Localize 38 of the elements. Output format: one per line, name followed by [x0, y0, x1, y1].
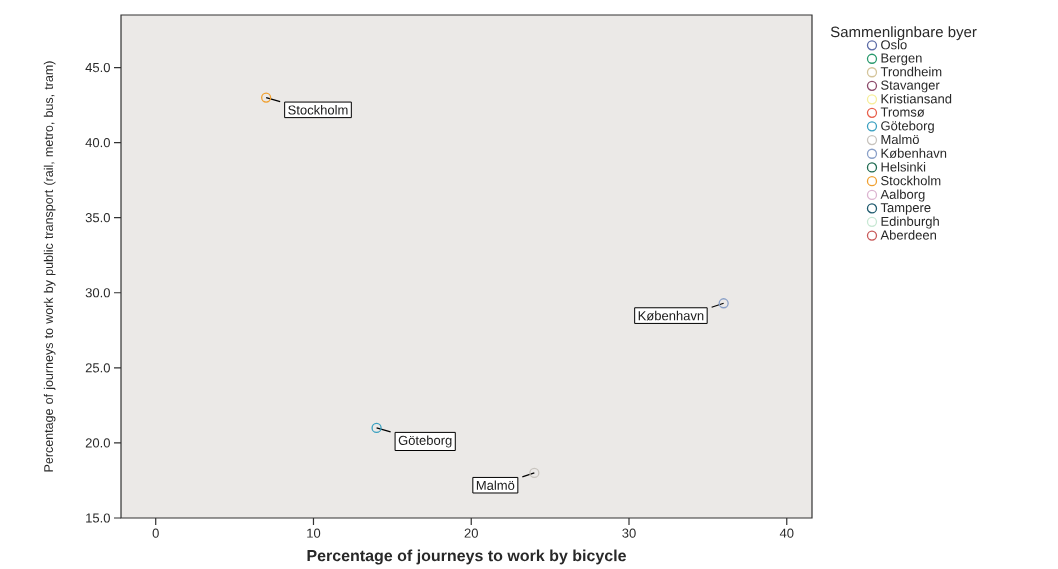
y-tick-label: 20.0 [85, 438, 110, 448]
point [371, 422, 382, 434]
x-tick-label: 10 [307, 528, 321, 538]
legend-label: Aberdeen [880, 230, 936, 240]
legend-label: Göteborg [881, 120, 934, 133]
legend-label: Edinburgh [881, 216, 939, 229]
point [261, 92, 272, 103]
x-tick-label: 0 [152, 528, 159, 538]
legend-label: Stockholm [881, 175, 941, 186]
x-tick-label: 40 [779, 528, 794, 538]
legend-label: Kristiansand [881, 93, 952, 104]
legend-label: Stavanger [881, 80, 940, 93]
y-tick-label: 25.0 [85, 363, 110, 373]
legend-label: Trondheim [880, 66, 942, 77]
legend-label: Helsinki [881, 162, 926, 172]
point [529, 467, 540, 479]
y-tick-label: 40.0 [85, 138, 110, 148]
point [718, 298, 729, 309]
y-tick-label: 35.0 [85, 213, 110, 223]
legend-title: Sammenlignbare byer [830, 26, 977, 41]
y-axis-title: Percentage of journeys to work by public transport (rail, metro, bus, tram) [43, 61, 56, 472]
legend-label: København [881, 148, 947, 158]
legend-label: Malmö [881, 134, 919, 145]
annotation: København [638, 310, 704, 321]
x-tick-label: 30 [622, 528, 636, 538]
legend-label: Tampere [880, 203, 931, 215]
legend-label: Tromsø [880, 107, 925, 117]
x-axis-title: Percentage of journeys to work by bicycle [307, 549, 626, 565]
x-tick-label: 20 [464, 528, 478, 538]
y-tick-label: 45.0 [85, 62, 110, 73]
y-tick-label: 30.0 [85, 288, 110, 298]
annotation: Stockholm [288, 105, 348, 115]
y-tick-label: 15.0 [86, 513, 110, 523]
legend-label: Aalborg [880, 189, 925, 202]
legend-label: Oslo [881, 39, 907, 50]
annotation: Göteborg [398, 435, 452, 448]
annotation: Malmö [476, 480, 515, 490]
legend-label: Bergen [881, 53, 922, 66]
